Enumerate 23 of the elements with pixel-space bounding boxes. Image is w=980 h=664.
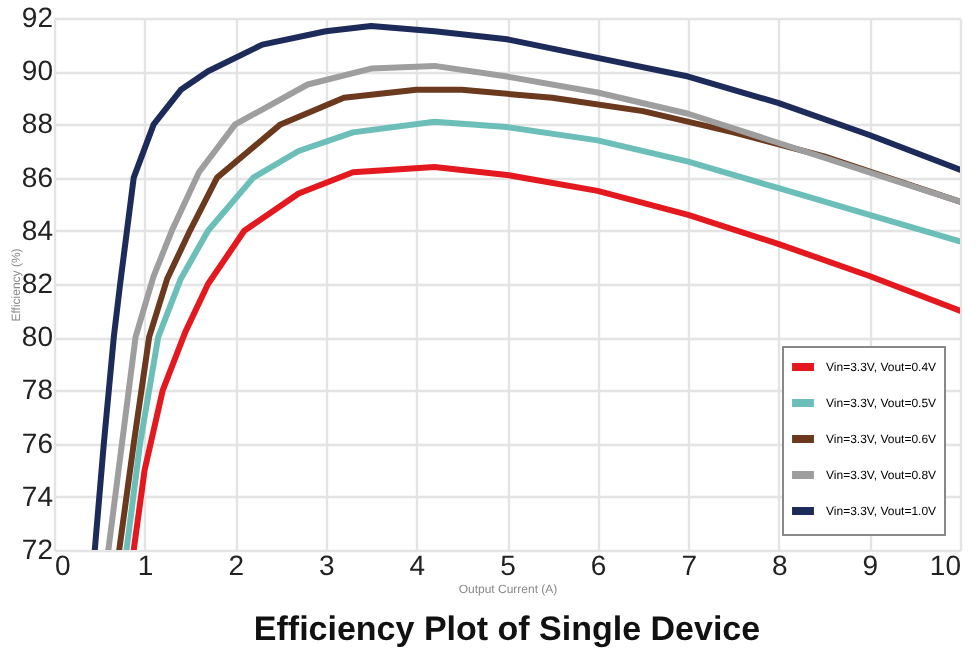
x-tick-label: 1 — [137, 549, 154, 581]
x-tick-label: 7 — [681, 549, 698, 581]
x-tick-label: 6 — [590, 549, 607, 581]
y-tick-label: 82 — [21, 267, 54, 299]
y-tick-label: 74 — [21, 479, 54, 512]
y-tick-label: 78 — [21, 373, 54, 406]
y-tick-label: 80 — [21, 320, 54, 353]
x-tick-label: 9 — [862, 549, 879, 581]
y-tick-label: 90 — [21, 54, 54, 87]
y-tick-label: 72 — [21, 533, 54, 565]
x-tick-label: 3 — [319, 549, 335, 581]
y-tick-label: 92 — [21, 1, 54, 33]
y-tick-label: 84 — [21, 213, 54, 246]
x-tick-label: 5 — [500, 549, 517, 581]
y-tick-label: 76 — [21, 426, 54, 459]
text: Efficiency Plot of Single Device — [253, 610, 761, 648]
y-tick-label: 86 — [21, 160, 54, 193]
x-tick-label: 2 — [228, 549, 245, 581]
x-tick-label: 10 — [929, 549, 962, 581]
x-tick-label: 4 — [409, 549, 426, 581]
x-tick-label: 8 — [772, 549, 788, 581]
y-tick-label: 88 — [21, 107, 54, 140]
x-tick-label: 0 — [55, 549, 71, 581]
